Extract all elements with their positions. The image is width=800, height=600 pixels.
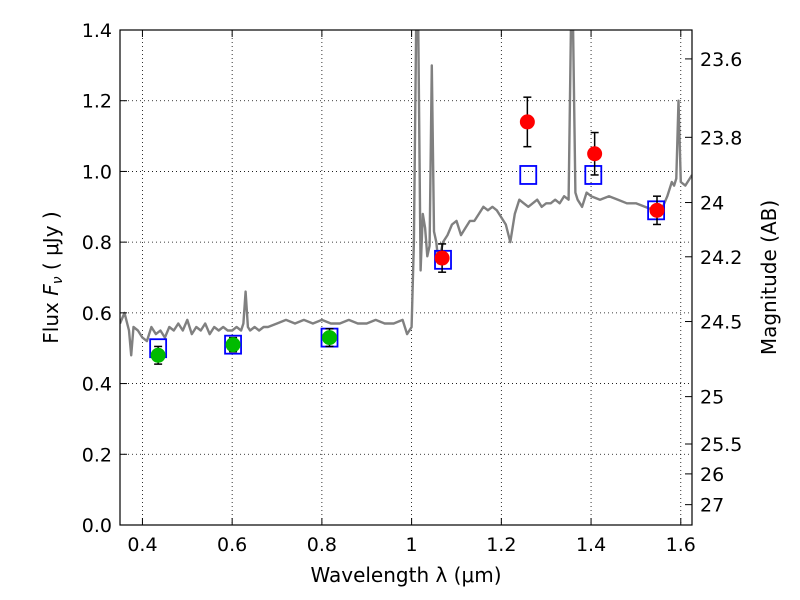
y-axis-label: Flux Fν ( μJy )	[39, 211, 66, 343]
x-tick-label: 0.6	[217, 534, 247, 556]
optical-photometry-point	[322, 330, 338, 346]
y-tick-label: 0.6	[82, 303, 112, 325]
y-tick-label: 0.2	[82, 444, 112, 466]
spectrum-line	[120, 30, 692, 357]
y-tick-label: 0.0	[82, 515, 112, 537]
x-tick-label: 1.4	[576, 534, 606, 556]
nir-photometry-point	[649, 202, 665, 218]
x-tick-label: 0.8	[307, 534, 337, 556]
x-tick-label: 1.6	[666, 534, 696, 556]
nir-photometry-point	[519, 114, 535, 130]
x-tick-label: 0.4	[127, 534, 157, 556]
y2-axis-label: Magnitude (AB)	[757, 200, 781, 355]
nir-photometry-point	[587, 146, 603, 162]
axis-ticks: 0.4 0.6 0.8 1 1.2 1.4 1.6 0.0 0.2 0.4 0.6 0.8 1.0 1.2…	[82, 20, 743, 556]
data-series	[120, 30, 692, 365]
plot-frame	[119, 29, 693, 526]
optical-photometry-point	[150, 347, 166, 363]
y-tick-label: 0.4	[82, 374, 112, 396]
y2-tick-label: 25	[700, 387, 724, 409]
model-flux-square	[584, 165, 603, 185]
optical-photometry-point	[225, 337, 241, 353]
y2-tick-label: 24.2	[700, 247, 742, 269]
y2-tick-label: 24	[700, 193, 724, 215]
model-flux-square	[519, 165, 538, 185]
y2-tick-label: 24.5	[700, 312, 742, 334]
x-axis-label: Wavelength λ (μm)	[310, 563, 501, 587]
x-tick-label: 1	[406, 534, 418, 556]
y2-tick-label: 23.8	[700, 127, 742, 149]
y-tick-label: 1.2	[82, 91, 112, 113]
nir-photometry-point	[434, 250, 450, 266]
y2-tick-label: 23.6	[700, 49, 742, 71]
y-tick-label: 1.4	[82, 20, 112, 42]
y2-tick-label: 27	[700, 495, 724, 517]
grid-lines	[120, 29, 692, 526]
y-tick-label: 0.8	[82, 232, 112, 254]
y2-tick-label: 26	[700, 464, 724, 486]
y2-tick-label: 25.5	[700, 434, 742, 456]
y-tick-label: 1.0	[82, 161, 112, 183]
model-flux-square	[224, 334, 242, 355]
x-tick-label: 1.2	[486, 534, 516, 556]
